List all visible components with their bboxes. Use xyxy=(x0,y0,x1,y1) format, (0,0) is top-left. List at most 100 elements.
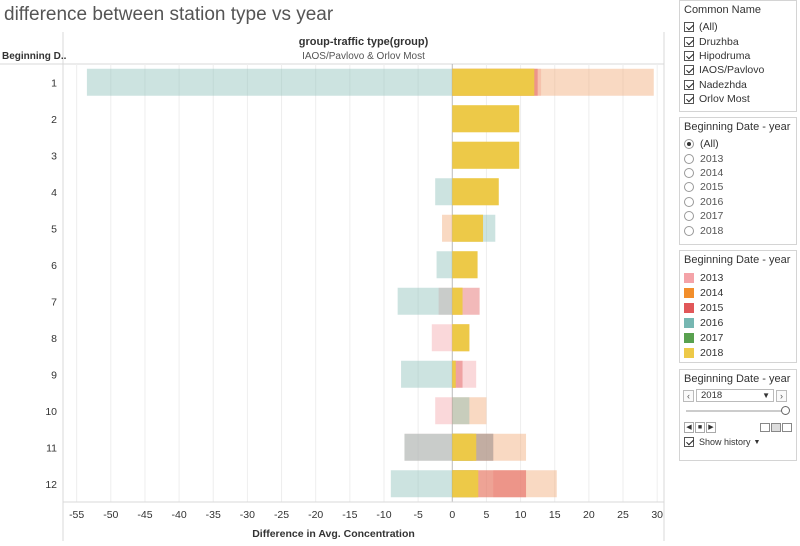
year-radio-label: 2017 xyxy=(700,210,724,223)
legend-swatch xyxy=(684,287,694,298)
next-page-button[interactable]: › xyxy=(776,389,787,402)
checkbox[interactable] xyxy=(684,94,694,105)
bar-selected-1 xyxy=(452,68,535,96)
common-name-filter-title: Common Name xyxy=(684,4,762,16)
show-history-label: Show history xyxy=(699,437,751,447)
stop-button[interactable]: ■ xyxy=(695,421,705,433)
radio-button[interactable] xyxy=(684,225,694,236)
checkbox[interactable] xyxy=(684,50,694,61)
x-tick-label: 0 xyxy=(449,509,455,521)
legend-label: 2018 xyxy=(700,346,724,359)
year-radio-option[interactable]: 2016 xyxy=(680,195,796,209)
bar-selected-12 xyxy=(452,470,479,498)
year-radio-option[interactable]: 2015 xyxy=(680,180,796,194)
legend-swatch xyxy=(684,302,694,313)
legend-label: 2015 xyxy=(700,301,724,314)
x-axis-title: Difference in Avg. Concentration xyxy=(252,528,415,540)
bar-2016-4 xyxy=(435,178,453,206)
radio-button[interactable] xyxy=(684,167,694,178)
bar-2013-9 xyxy=(452,360,477,388)
show-history-toggle[interactable]: Show history ▼ xyxy=(680,437,796,447)
checkbox[interactable] xyxy=(684,65,694,76)
bar-chart: group-traffic type(group) IAOS/Pavlovo & … xyxy=(0,32,665,541)
year-radio-option[interactable]: 2017 xyxy=(680,209,796,223)
chart-area: group-traffic type(group) IAOS/Pavlovo & … xyxy=(0,32,668,541)
year-radio-option[interactable]: 2013 xyxy=(680,151,796,165)
play-forward-button[interactable]: ▶ xyxy=(706,421,716,433)
bar-selected-11 xyxy=(452,433,477,461)
common-name-option[interactable]: (All) xyxy=(680,20,796,34)
checkbox[interactable] xyxy=(684,22,694,33)
common-name-option-label: (All) xyxy=(699,21,718,34)
checkbox[interactable] xyxy=(684,36,694,47)
legend-label: 2016 xyxy=(700,316,724,329)
x-tick-label: 20 xyxy=(583,509,595,521)
radio-button[interactable] xyxy=(684,211,694,222)
chevron-down-icon: ▼ xyxy=(762,391,770,400)
year-filter: Beginning Date - year (All) 2013 2014 2015 2… xyxy=(679,117,797,245)
bar-selected-8 xyxy=(452,324,470,352)
common-name-option-label: Nadezhda xyxy=(699,78,747,91)
legend-item[interactable]: 2013 xyxy=(680,270,796,285)
play-back-button[interactable]: ◀ xyxy=(684,421,694,433)
radio-button[interactable] xyxy=(684,139,694,150)
speed-medium-button[interactable] xyxy=(771,422,781,432)
legend-label: 2017 xyxy=(700,331,724,344)
bar-2013-12 xyxy=(493,470,527,498)
year-radio-option[interactable]: 2014 xyxy=(680,166,796,180)
legend-label: 2014 xyxy=(700,286,724,299)
year-radio-option[interactable]: 2018 xyxy=(680,223,796,237)
show-history-checkbox[interactable] xyxy=(684,437,694,447)
year-radio-option[interactable]: (All) xyxy=(680,137,796,151)
x-tick-label: -55 xyxy=(69,509,84,521)
legend-item[interactable]: 2018 xyxy=(680,345,796,360)
slider-handle[interactable] xyxy=(781,406,790,415)
year-filter-title: Beginning Date - year xyxy=(684,121,791,133)
row-label: 4 xyxy=(51,187,57,199)
year-color-legend: Beginning Date - year 2013 2014 2015 2016 20… xyxy=(679,250,797,363)
speed-fast-button[interactable] xyxy=(782,422,792,432)
x-tick-label: -50 xyxy=(103,509,118,521)
radio-button[interactable] xyxy=(684,153,694,164)
legend-item[interactable]: 2014 xyxy=(680,285,796,300)
common-name-option-label: Orlov Most xyxy=(699,93,750,106)
speed-slow-button[interactable] xyxy=(760,422,770,432)
radio-button[interactable] xyxy=(684,196,694,207)
common-name-option[interactable]: IAOS/Pavlovo xyxy=(680,63,796,77)
legend-item[interactable]: 2016 xyxy=(680,315,796,330)
row-label: 8 xyxy=(51,333,57,345)
checkbox[interactable] xyxy=(684,79,694,90)
page-slider[interactable] xyxy=(686,406,790,416)
prev-page-button[interactable]: ‹ xyxy=(683,389,694,402)
caret-down-icon[interactable]: ▼ xyxy=(753,438,761,446)
legend-item[interactable]: 2015 xyxy=(680,300,796,315)
bar-2013-11 xyxy=(404,433,453,461)
page-title: difference between station type vs year xyxy=(4,4,334,25)
row-label: 5 xyxy=(51,223,57,235)
common-name-option[interactable]: Nadezhda xyxy=(680,78,796,92)
legend-swatch xyxy=(684,332,694,343)
row-label: 9 xyxy=(51,369,57,381)
legend-label: 2013 xyxy=(700,271,724,284)
legend-item[interactable]: 2017 xyxy=(680,330,796,345)
year-radio-label: 2015 xyxy=(700,181,724,194)
legend-swatch xyxy=(684,272,694,283)
common-name-option[interactable]: Druzhba xyxy=(680,34,796,48)
bar-2013-8 xyxy=(431,324,453,352)
legend-swatch xyxy=(684,317,694,328)
common-name-option[interactable]: Orlov Most xyxy=(680,92,796,106)
bar-2016-12 xyxy=(390,470,453,498)
bar-2014-5 xyxy=(442,214,453,242)
common-name-option[interactable]: Hipodruma xyxy=(680,49,796,63)
year-radio-label: 2016 xyxy=(700,195,724,208)
x-tick-label: -20 xyxy=(308,509,323,521)
row-label: 3 xyxy=(51,150,57,162)
row-label: 6 xyxy=(51,260,57,272)
bar-selected-3 xyxy=(452,141,520,169)
radio-button[interactable] xyxy=(684,182,694,193)
bar-selected-7 xyxy=(452,287,463,315)
bar-2016-9 xyxy=(401,360,453,388)
year-radio-label: (All) xyxy=(700,138,719,151)
page-select[interactable]: 2018 ▼ xyxy=(696,389,774,402)
bar-selected-4 xyxy=(452,178,499,206)
